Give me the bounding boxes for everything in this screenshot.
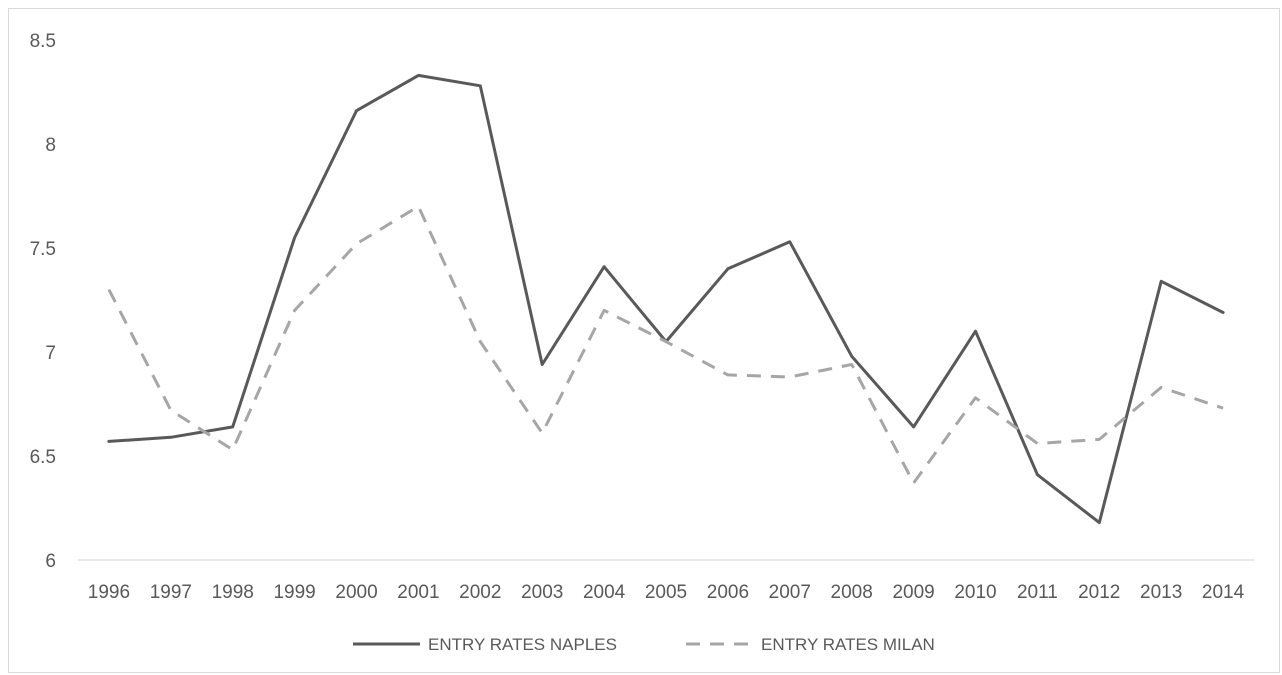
x-axis-tick-labels: 1996 1997 1998 1999 2000 2001 2002 2003 2004 2005… [88,582,1245,603]
legend-item: ENTRY RATES NAPLES [353,635,617,654]
series-lines [107,73,1225,525]
x-tick-label: 2008 [831,582,873,603]
x-tick-label: 2005 [645,582,687,603]
y-tick-label: 6.5 [30,447,56,468]
legend-label: ENTRY RATES NAPLES [428,635,617,654]
x-tick-label: 2002 [459,582,501,603]
legend-item: ENTRY RATES MILAN [686,635,935,654]
x-tick-label: 2014 [1202,582,1245,603]
x-tick-label: 2003 [521,582,563,603]
x-tick-label: 1997 [150,582,192,603]
x-tick-label: 2011 [1017,582,1058,603]
y-axis-tick-labels: 6 6.5 7 7.5 8 8.5 [30,31,56,572]
x-tick-label: 2012 [1078,582,1120,603]
x-tick-label: 2013 [1140,582,1182,603]
legend: ENTRY RATES NAPLES ENTRY RATES MILAN [353,635,935,654]
x-tick-label: 2007 [769,582,811,603]
x-tick-label: 2000 [335,582,377,603]
series-line-milan [107,204,1224,485]
x-tick-label: 1999 [273,582,315,603]
x-tick-label: 1998 [212,582,254,603]
y-tick-label: 7.5 [30,239,56,260]
x-tick-label: 2010 [954,582,996,603]
y-tick-label: 8.5 [30,31,56,52]
chart-frame [8,8,1280,673]
x-tick-label: 1996 [88,582,130,603]
legend-label: ENTRY RATES MILAN [761,635,935,654]
x-tick-label: 2006 [707,582,749,603]
series-line-naples [107,73,1225,525]
x-tick-label: 2004 [583,582,626,603]
y-tick-label: 7 [45,343,56,364]
y-tick-label: 6 [45,551,56,572]
y-tick-label: 8 [45,135,56,156]
x-tick-label: 2001 [397,582,439,603]
x-tick-label: 2009 [892,582,934,603]
